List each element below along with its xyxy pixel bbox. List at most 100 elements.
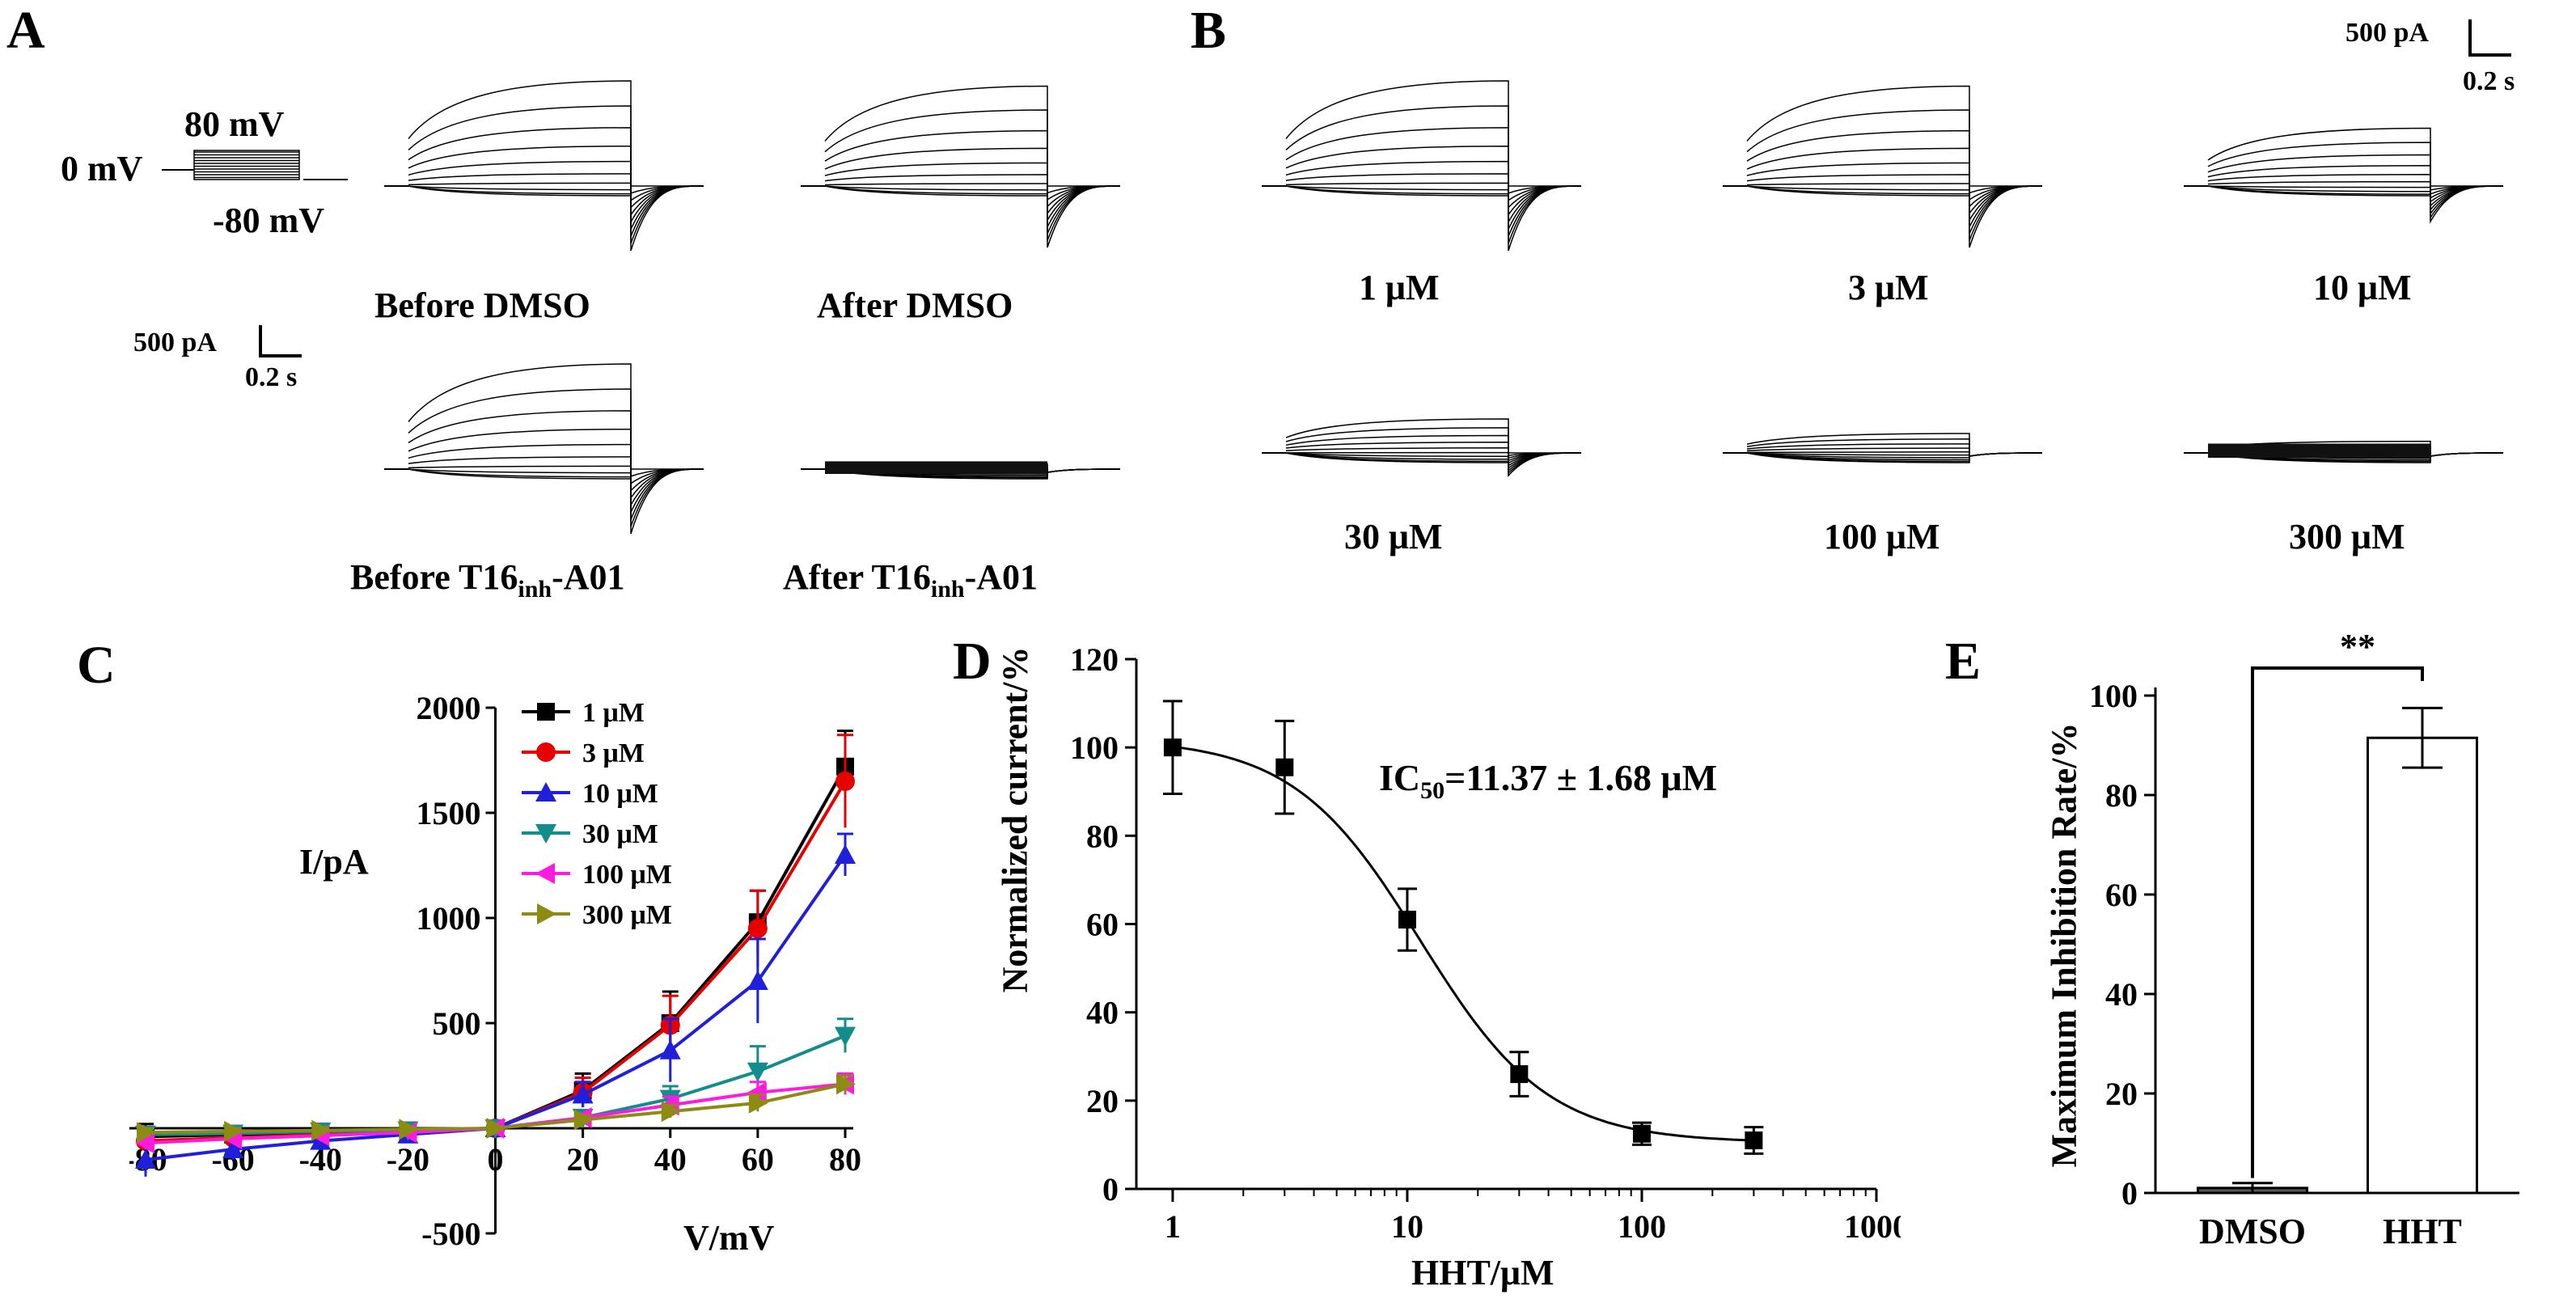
data-point: [1632, 1124, 1651, 1143]
data-point: [835, 844, 856, 864]
trace-1um: [1262, 80, 1582, 252]
label-100um: 100 μM: [1824, 517, 1940, 556]
trace-sweep: [1285, 80, 1581, 187]
y-tick-label: 120: [1070, 641, 1119, 678]
trace-sweep: [408, 388, 704, 477]
legend-label: 1 μM: [582, 698, 645, 728]
trace-10um: [2184, 127, 2504, 224]
data-point: [486, 1118, 506, 1139]
significance-bracket: [2251, 666, 2424, 1178]
data-point: [311, 1119, 332, 1141]
protocol-top-voltage: 80 mV: [184, 104, 285, 144]
y-tick-label: 20: [1086, 1083, 1119, 1119]
data-point: [535, 863, 555, 884]
trace-sweep: [1746, 433, 2043, 457]
y-tick-label: 1000: [417, 900, 481, 937]
trace-sweep: [824, 109, 1121, 194]
trace-sweep: [408, 173, 704, 225]
legend-label: 10 μM: [582, 779, 658, 809]
data-point: [747, 1062, 768, 1082]
trace-sweep: [1285, 127, 1582, 202]
y-tick-label: 0: [2121, 1175, 2138, 1212]
y-tick-label: -500: [421, 1216, 480, 1252]
trace-sweep: [1285, 427, 1582, 456]
protocol-step-box: [193, 150, 300, 180]
trace-30um: [1262, 418, 1582, 477]
x-tick-label: 10: [1391, 1208, 1423, 1245]
data-point: [1510, 1065, 1529, 1084]
y-tick-label: 80: [1086, 818, 1119, 854]
y-tick-label: 0: [1102, 1171, 1119, 1208]
data-point: [747, 971, 768, 990]
data-point: [135, 1132, 154, 1154]
trace-sweep-block: [2208, 443, 2430, 458]
voltage-protocol-diagram: [162, 150, 348, 180]
trace-sweep: [1746, 109, 2043, 194]
data-point: [747, 1081, 767, 1103]
data-point: [222, 1139, 244, 1158]
trace-sweep: [824, 174, 1121, 222]
significance-label: **: [2340, 627, 2375, 666]
panel-c-xlabel: V/mV: [683, 1218, 775, 1258]
trace-after-dmso: [801, 85, 1121, 248]
panel-letter-a: A: [6, 1, 45, 60]
y-tick-label: 2000: [417, 696, 481, 726]
x-tick-label: -20: [387, 1141, 429, 1178]
x-tick-label: 80: [829, 1141, 861, 1178]
protocol-hold-voltage: 0 mV: [61, 149, 143, 188]
label-before-t16: Before T16inh-A01: [350, 557, 625, 603]
data-point: [573, 1109, 594, 1131]
trace-sweep-block: [825, 461, 1047, 474]
trace-sweep: [1746, 174, 2043, 222]
data-point: [1398, 911, 1416, 929]
trace-before-t16: [384, 363, 704, 535]
data-point: [536, 742, 556, 762]
data-point: [1275, 758, 1294, 776]
x-category-label: HHT: [2383, 1212, 2462, 1251]
trace-sweep: [824, 85, 1120, 187]
label-after-t16: After T16inh-A01: [783, 557, 1038, 603]
label-3um: 3 μM: [1848, 268, 1929, 307]
trace-after-t16: [801, 461, 1121, 480]
y-tick-label: 500: [433, 1005, 481, 1042]
scale-bar-time-b: 0.2 s: [2463, 66, 2515, 96]
trace-sweep: [408, 127, 704, 202]
series-5: [137, 1073, 856, 1144]
y-tick-label: 80: [2105, 777, 2138, 814]
iv-curve-chart: -500500100015002000-80-60-40-20020406080…: [129, 696, 861, 1252]
ic50-annotation: IC50=11.37 ± 1.68 μM: [1379, 757, 1718, 805]
protocol-bottom-voltage: -80 mV: [213, 201, 325, 240]
trace-3um: [1723, 85, 2043, 248]
trace-sweep: [2207, 127, 2503, 187]
panel-d-ylabel: Normalized current/%: [995, 646, 1035, 993]
data-point: [537, 903, 556, 924]
data-point: [535, 824, 556, 844]
data-point: [537, 703, 555, 721]
data-point: [835, 1026, 856, 1047]
trace-sweep: [1285, 105, 1582, 194]
data-point: [135, 1149, 156, 1169]
y-tick-label: 40: [2105, 976, 2138, 1013]
trace-300um: [2184, 440, 2504, 463]
trace-sweep: [1285, 173, 1582, 225]
label-30um: 30 μM: [1344, 517, 1443, 556]
data-point: [535, 782, 556, 802]
scale-bar-time-a: 0.2 s: [245, 362, 298, 392]
inhibition-bar-chart: 0 20 40 60 80 100 DMSO HHT **: [2089, 627, 2519, 1251]
legend-label: 100 μM: [582, 860, 672, 890]
data-point: [748, 1092, 768, 1114]
trace-sweep: [1285, 418, 1581, 454]
x-tick-label: 0: [488, 1141, 504, 1178]
label-before-dmso: Before DMSO: [374, 286, 590, 325]
x-tick-label: 1: [1165, 1208, 1181, 1245]
trace-sweep: [408, 456, 704, 508]
scale-bar-b: [2468, 19, 2511, 57]
data-point: [835, 772, 855, 791]
panel-d-xlabel: HHT/μM: [1411, 1253, 1554, 1292]
data-point: [747, 919, 768, 938]
y-tick-label: 60: [2105, 877, 2138, 913]
x-tick-label: 60: [742, 1141, 774, 1178]
trace-sweep: [408, 105, 704, 194]
scale-bar-current-b: 500 pA: [2345, 18, 2429, 48]
